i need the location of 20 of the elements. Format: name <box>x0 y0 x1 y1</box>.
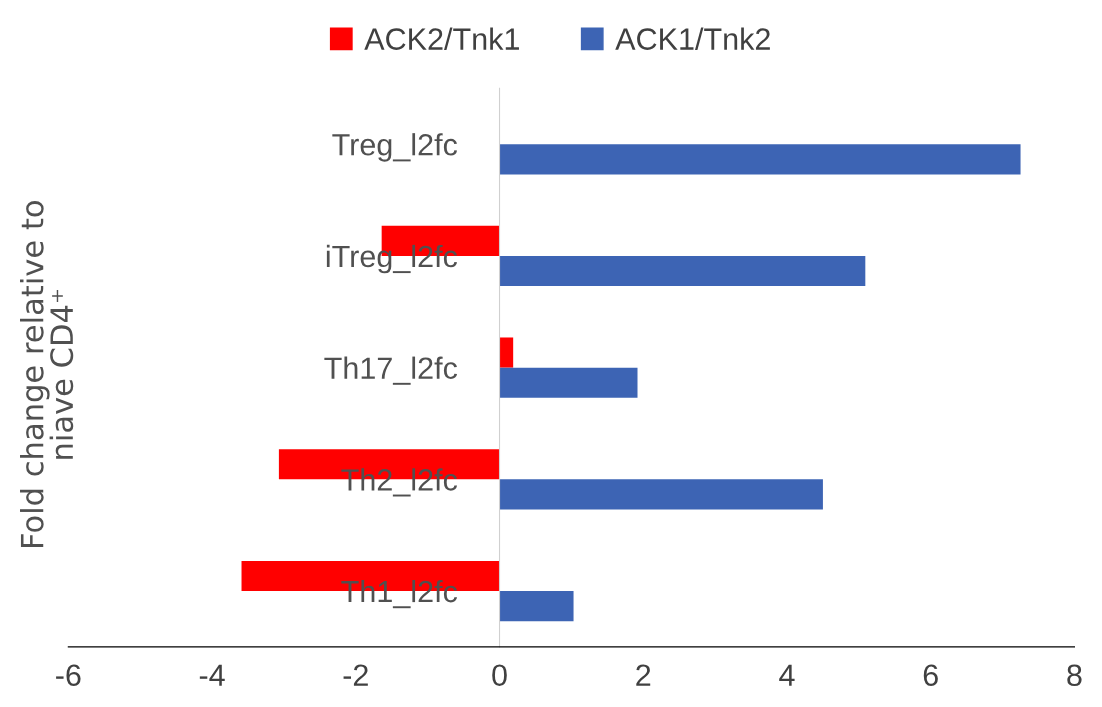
y-tick-label: iTreg_l2fc <box>326 244 458 274</box>
bar <box>499 144 1021 175</box>
x-tick-label: -6 <box>56 664 81 687</box>
legend-label: ACK2/Tnk1 <box>364 27 519 50</box>
bar <box>499 367 638 398</box>
x-tick-label: -4 <box>199 664 225 686</box>
x-tick-label: 2 <box>636 664 651 686</box>
y-tick-label: Th17_l2fc <box>324 356 458 385</box>
legend-label: ACK1/Tnk2 <box>615 27 770 50</box>
bar <box>499 337 514 368</box>
x-tick-label: 6 <box>923 664 938 687</box>
x-tick-label: 4 <box>779 664 795 686</box>
bar <box>499 255 866 287</box>
bar <box>499 591 574 622</box>
bar <box>499 479 823 510</box>
x-tick-label: 8 <box>1067 664 1082 687</box>
y-tick-label: Treg_l2fc <box>332 133 458 162</box>
y-axis-title: Fold change relative to niave CD4⁺ <box>20 201 74 547</box>
x-tick-label: 0 <box>492 664 507 687</box>
x-tick-label: -2 <box>343 664 368 686</box>
